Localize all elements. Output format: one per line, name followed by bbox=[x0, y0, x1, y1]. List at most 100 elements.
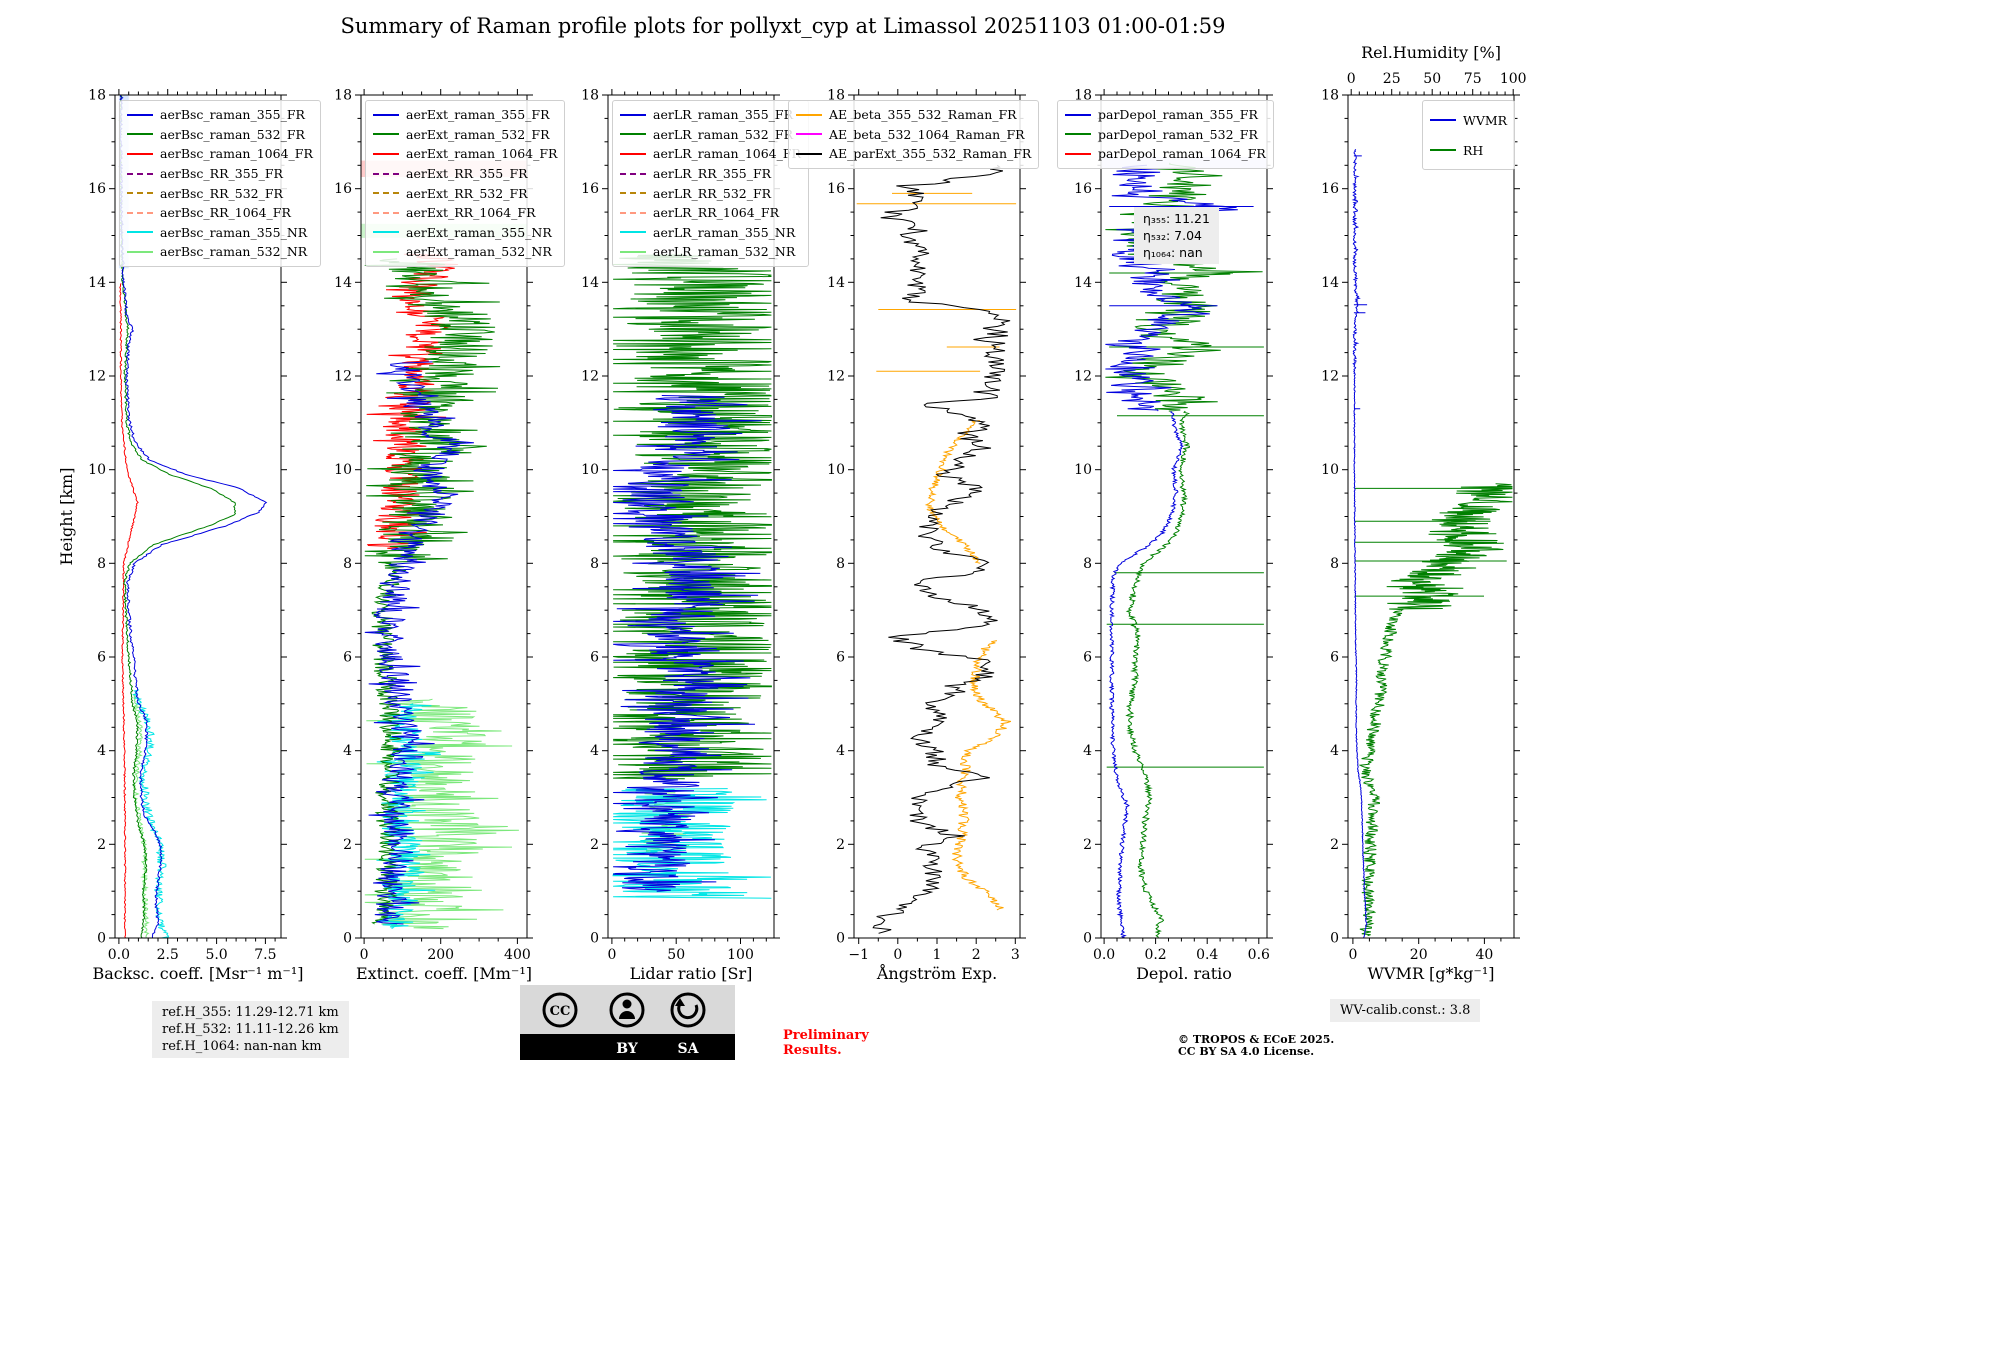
x-tick-label: 0.2 bbox=[1144, 947, 1166, 963]
y-tick-label: 2 bbox=[590, 837, 599, 853]
y-tick-label: 2 bbox=[1083, 837, 1092, 853]
y-tick-label: 2 bbox=[97, 837, 106, 853]
y-tick-label: 10 bbox=[827, 462, 845, 478]
sa-arrow-icon bbox=[670, 992, 706, 1028]
y-tick-label: 0 bbox=[1330, 931, 1339, 947]
x-tick-label: 100 bbox=[727, 947, 754, 963]
series-aerLR_raman_355_FR bbox=[612, 395, 762, 892]
x-axis-label: Ångström Exp. bbox=[876, 963, 997, 983]
y-tick-label: 8 bbox=[836, 556, 845, 572]
y-tick-label: 12 bbox=[581, 369, 599, 385]
y-tick-label: 10 bbox=[334, 462, 352, 478]
x-tick-label: 400 bbox=[504, 947, 531, 963]
y-tick-label: 16 bbox=[1321, 181, 1339, 197]
ref-band bbox=[361, 223, 527, 238]
y-tick-label: 16 bbox=[581, 181, 599, 197]
x-tick-label: 0 bbox=[1348, 947, 1357, 963]
y-tick-label: 12 bbox=[88, 369, 106, 385]
y-tick-label: 0 bbox=[97, 931, 106, 947]
series-aerExt_raman_355_FR bbox=[364, 361, 474, 925]
x-tick-label: 5.0 bbox=[205, 947, 227, 963]
panel-depol: 0.0 0.2 0.4 0.6 0 2 4 6 8 10 12 14 16 18 Depol. ratio bbox=[1074, 88, 1273, 983]
y-tick-label: 14 bbox=[1074, 275, 1092, 291]
top-tick-label: 100 bbox=[1500, 71, 1527, 87]
panel-wvmr: 0 20 40 0 25 50 75 100 Rel.Humidity [%] 0 2 4 6 8 10 12… bbox=[1321, 43, 1526, 983]
series-group bbox=[856, 164, 1017, 934]
series-aerExt_raman_532_NR bbox=[364, 698, 519, 930]
ref-h-1064: ref.H_1064: nan-nan km bbox=[162, 1039, 322, 1054]
y-tick-label: 12 bbox=[334, 369, 352, 385]
series-group bbox=[364, 253, 519, 930]
cc-by-label: BY bbox=[616, 1041, 639, 1057]
x-tick-label: 50 bbox=[667, 947, 685, 963]
y-tick-label: 4 bbox=[590, 743, 599, 759]
y-tick-label: 14 bbox=[88, 275, 106, 291]
copyright-line-1: © TROPOS & ECoE 2025. bbox=[1178, 1033, 1335, 1046]
y-tick-label: 6 bbox=[97, 650, 106, 666]
y-tick-label: 0 bbox=[836, 931, 845, 947]
series-group bbox=[1351, 148, 1513, 938]
y-tick-label: 0 bbox=[590, 931, 599, 947]
by-person-icon bbox=[609, 992, 645, 1028]
cc-sa-label: SA bbox=[678, 1041, 700, 1057]
x-tick-label: 0.6 bbox=[1248, 947, 1270, 963]
y-tick-label: 10 bbox=[1321, 462, 1339, 478]
series-parDepol_raman_532_FR bbox=[1105, 162, 1264, 938]
x-tick-label: 0 bbox=[607, 947, 616, 963]
y-tick-label: 18 bbox=[1074, 88, 1092, 104]
y-tick-label: 8 bbox=[97, 556, 106, 572]
y-tick-label: 6 bbox=[343, 650, 352, 666]
series-aerBsc_raman_1064_FR bbox=[119, 283, 139, 938]
x-tick-label: 7.5 bbox=[254, 947, 276, 963]
y-tick-label: 18 bbox=[581, 88, 599, 104]
panel-backscatter: 0.0 2.5 5.0 7.5 0 2 4 6 8 10 12 14 16 18 Backsc. coeff… bbox=[57, 88, 304, 984]
series-aerBsc_raman_355_NR bbox=[131, 689, 170, 938]
y-tick-label: 0 bbox=[1083, 931, 1092, 947]
series-aerLR_raman_355_NR bbox=[612, 788, 772, 899]
axis-ticks bbox=[602, 89, 780, 944]
cc-license-badge: CC BY SA bbox=[520, 985, 735, 1060]
y-tick-label: 2 bbox=[836, 837, 845, 853]
ref-h-355: ref.H_355: 11.29-12.71 km bbox=[162, 1005, 339, 1020]
x-tick-label: 3 bbox=[1011, 947, 1020, 963]
y-tick-label: 16 bbox=[1074, 181, 1092, 197]
copyright-note: © TROPOS & ECoE 2025. CC BY SA 4.0 Licen… bbox=[1178, 1034, 1334, 1058]
ref-h-532: ref.H_532: 11.11-12.26 km bbox=[162, 1022, 339, 1037]
y-tick-label: 4 bbox=[1330, 743, 1339, 759]
plot-border bbox=[1100, 94, 1268, 939]
y-tick-label: 12 bbox=[1074, 369, 1092, 385]
series-AE_parExt_355_532_Raman_FR bbox=[872, 164, 1011, 934]
y-tick-label: 10 bbox=[581, 462, 599, 478]
y-tick-label: 18 bbox=[334, 88, 352, 104]
x-tick-label: 0 bbox=[360, 947, 369, 963]
y-tick-label: 14 bbox=[581, 275, 599, 291]
top-tick-label: 25 bbox=[1383, 71, 1401, 87]
cc-badge-bar bbox=[520, 1034, 735, 1060]
ref-height-annotation: ref.H_355: 11.29-12.71 km ref.H_532: 11.… bbox=[152, 1001, 349, 1058]
series-parDepol_raman_355_FR bbox=[1105, 164, 1254, 938]
y-tick-label: 4 bbox=[836, 743, 845, 759]
y-tick-label: 4 bbox=[343, 743, 352, 759]
plot-border bbox=[114, 94, 282, 939]
page-title: Summary of Raman profile plots for polly… bbox=[340, 14, 1226, 38]
series-aerExt_raman_532_FR bbox=[364, 258, 501, 925]
preliminary-line-1: Preliminary bbox=[783, 1028, 869, 1043]
cc-icon bbox=[542, 992, 578, 1028]
copyright-line-2: CC BY SA 4.0 License. bbox=[1178, 1045, 1315, 1058]
y-tick-label: 16 bbox=[88, 181, 106, 197]
y-tick-label: 0 bbox=[343, 931, 352, 947]
cc-icon-label: CC bbox=[550, 1004, 571, 1019]
y-tick-label: 4 bbox=[1083, 743, 1092, 759]
y-axis-label: Height [km] bbox=[57, 468, 76, 566]
axis-ticks bbox=[109, 89, 287, 944]
top-tick-label: 50 bbox=[1423, 71, 1441, 87]
y-tick-label: 12 bbox=[827, 369, 845, 385]
x-axis-label: Depol. ratio bbox=[1136, 964, 1232, 983]
series-AE_beta_355_532_Raman_FR bbox=[856, 192, 1017, 911]
y-tick-label: 6 bbox=[590, 650, 599, 666]
top-axis-label: Rel.Humidity [%] bbox=[1361, 43, 1501, 62]
series-group bbox=[612, 254, 772, 899]
top-tick-label: 0 bbox=[1347, 71, 1356, 87]
